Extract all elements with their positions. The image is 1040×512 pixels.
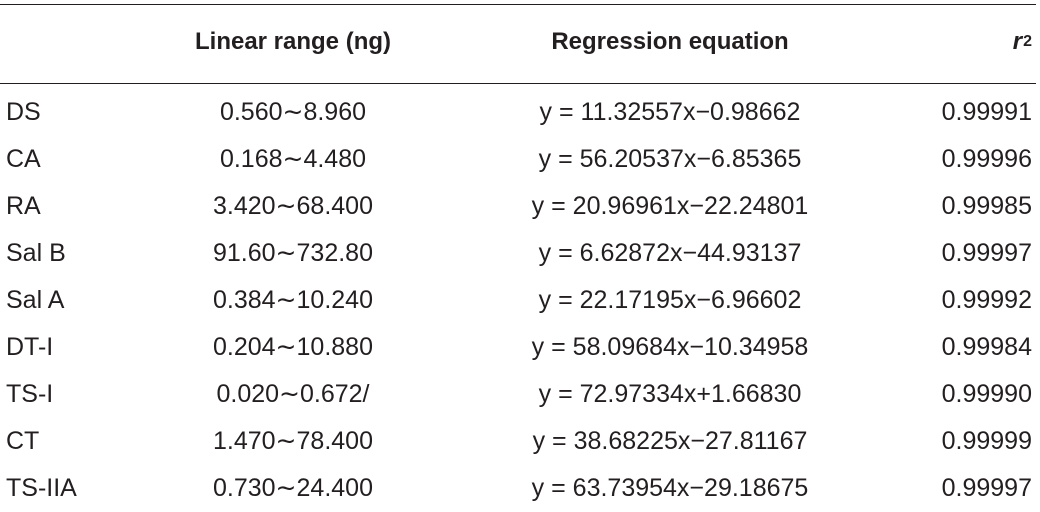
- header-regression-equation: Regression equation: [551, 28, 789, 55]
- cell-r-squared: 0.99992: [941, 285, 1032, 314]
- cell-compound: TS-IIA: [6, 473, 77, 502]
- cell-regression-equation: y = 58.09684x−10.34958: [531, 332, 809, 361]
- table-row: Sal B 91.60∼732.80 y = 6.62872x−44.93137 0.…: [0, 230, 1036, 276]
- cell-regression-equation: y = 22.17195x−6.96602: [538, 285, 802, 314]
- cell-regression-equation: y = 6.62872x−44.93137: [538, 238, 802, 267]
- table-row: CT 1.470∼78.400 y = 38.68225x−27.81167 0.99…: [0, 418, 1036, 464]
- cell-r-squared: 0.99984: [941, 332, 1032, 361]
- cell-regression-equation: y = 11.32557x−0.98662: [539, 97, 801, 126]
- cell-linear-range: 3.420∼68.400: [213, 192, 373, 220]
- cell-r-squared: 0.99991: [941, 97, 1032, 126]
- table-header-rule: [0, 83, 1036, 84]
- cell-linear-range: 0.560∼8.960: [219, 98, 367, 126]
- cell-linear-range: 91.60∼732.80: [213, 239, 373, 267]
- table-row: TS-IIA 0.730∼24.400 y = 63.73954x−29.18675…: [0, 465, 1036, 511]
- table-row: DS 0.560∼8.960 y = 11.32557x−0.98662 0.9999…: [0, 89, 1036, 135]
- cell-regression-equation: y = 20.96961x−22.24801: [531, 191, 809, 220]
- cell-linear-range: 0.730∼24.400: [213, 474, 373, 502]
- cell-linear-range: 0.168∼4.480: [219, 145, 367, 173]
- cell-regression-equation: y = 63.73954x−29.18675: [531, 473, 809, 502]
- cell-regression-equation: y = 56.20537x−6.85365: [538, 144, 802, 173]
- cell-linear-range: 0.384∼10.240: [213, 286, 373, 314]
- cell-linear-range: 0.020∼0.672/: [216, 380, 370, 408]
- cell-r-squared: 0.99996: [941, 144, 1032, 173]
- cell-compound: DS: [6, 97, 41, 126]
- cell-r-squared: 0.99985: [941, 191, 1032, 220]
- table-row: CA 0.168∼4.480 y = 56.20537x−6.85365 0.9999…: [0, 136, 1036, 182]
- cell-compound: Sal B: [6, 238, 66, 267]
- cell-r-squared: 0.99990: [941, 379, 1032, 408]
- cell-linear-range: 0.204∼10.880: [213, 333, 373, 361]
- cell-compound: RA: [6, 191, 41, 220]
- header-r-base: r: [1012, 28, 1023, 55]
- table-row: DT-I 0.204∼10.880 y = 58.09684x−10.34958 0.…: [0, 324, 1036, 370]
- cell-regression-equation: y = 38.68225x−27.81167: [532, 426, 808, 455]
- table-top-rule: [0, 4, 1036, 5]
- header-r-exponent: 2: [1023, 33, 1032, 50]
- cell-r-squared: 0.99997: [941, 238, 1032, 267]
- cell-r-squared: 0.99997: [941, 473, 1032, 502]
- cell-compound: CT: [6, 426, 40, 455]
- cell-r-squared: 0.99999: [941, 426, 1032, 455]
- table-row: RA 3.420∼68.400 y = 20.96961x−22.24801 0.99…: [0, 183, 1036, 229]
- cell-compound: CA: [6, 144, 41, 173]
- cell-linear-range: 1.470∼78.400: [213, 427, 373, 455]
- table-row: TS-I 0.020∼0.672/y = 72.97334x+1.66830 0.9…: [0, 371, 1036, 417]
- header-linear-range: Linear range (ng): [194, 28, 392, 55]
- cell-compound: TS-I: [6, 379, 54, 408]
- cell-regression-equation: y = 72.97334x+1.66830: [538, 379, 802, 408]
- cell-compound: Sal A: [6, 285, 65, 314]
- cell-compound: DT-I: [6, 332, 54, 361]
- table-row: Sal A 0.384∼10.240 y = 22.17195x−6.96602 0.…: [0, 277, 1036, 323]
